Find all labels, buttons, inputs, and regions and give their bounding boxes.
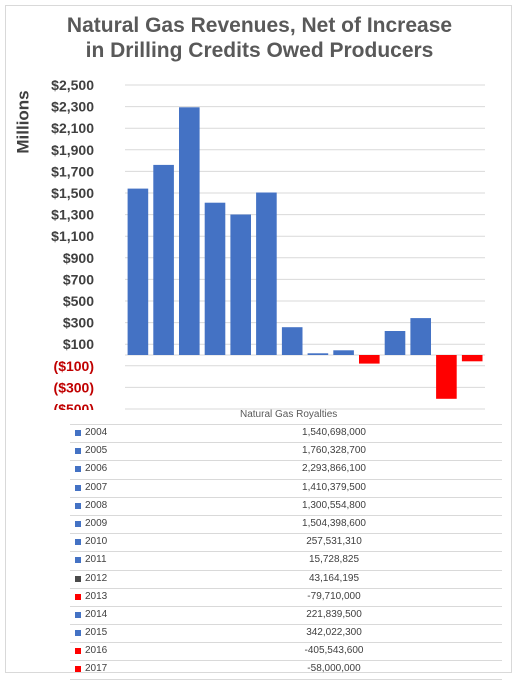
table-row: 2007 1,410,379,500 [70,478,502,497]
table-title: Natural Gas Royalties [240,409,338,420]
table-value: -405,543,600 [304,645,364,657]
table-value: 342,022,300 [306,627,362,639]
table-value: -58,000,000 [307,663,361,675]
table-value: 1,540,698,000 [302,427,366,438]
table-year: 2004 [85,427,108,438]
table-year: 2009 [85,517,108,529]
table-value: 1,760,328,700 [302,445,366,457]
table-year: 2016 [85,645,108,657]
legend-swatch [75,466,81,473]
legend-swatch [75,611,81,618]
table-year: 2012 [85,572,108,584]
legend-swatch [75,630,81,637]
legend-swatch [75,502,81,509]
table-year: 2013 [85,590,108,602]
bar-2010 [281,327,303,355]
table-row: 2015 342,022,300 [70,624,502,642]
table-year: 2015 [85,627,108,639]
legend-swatch [75,448,81,455]
table-year: 2010 [85,536,108,548]
table-year: 2006 [85,463,108,475]
y-tick-label: $900 [63,250,94,266]
table-year: 2011 [85,554,107,566]
table-value: 257,531,310 [306,536,362,548]
y-tick-label: $500 [63,293,94,309]
table-row: 2005 1,760,328,700 [70,442,502,460]
y-tick-label: $1,900 [51,142,94,158]
legend-swatch [75,430,81,436]
chart-title-line-2: in Drilling Credits Owed Producers [85,39,434,62]
table-value: 43,164,195 [308,572,360,584]
data-table: 2004 1,540,698,000 2005 1,760,328,700 2006 2,… [70,424,502,680]
y-tick-label: $2,300 [51,99,94,115]
table-value: 1,504,398,600 [302,517,366,529]
legend-swatch [75,648,81,655]
table-row: 2013 -79,710,000 [70,587,502,606]
table-value: 1,410,379,500 [302,481,366,493]
table-row: 2004 1,540,698,000 [70,424,502,442]
table-row: 2016 -405,543,600 [70,642,502,660]
legend-swatch [75,539,81,546]
table-row: 2012 43,164,195 [70,569,502,588]
y-tick-label: ($100) [54,358,94,374]
table-value: 1,300,554,800 [302,499,366,511]
bar-2004 [127,188,149,355]
table-value: 15,728,825 [308,554,360,566]
bar-2008 [230,214,251,355]
y-tick-label: ($300) [54,379,94,395]
table-value: 2,293,866,100 [302,463,366,475]
bar-2009 [256,192,277,355]
chart-title-line-1: Natural Gas Revenues, Net of Increase [66,14,453,37]
y-tick-label: $2,100 [51,120,94,136]
legend-swatch [75,666,81,673]
bar-2011 [307,353,329,355]
table-row: 2014 221,839,500 [70,605,502,624]
y-tick-label: $300 [63,315,94,331]
table-year: 2008 [85,499,108,511]
table-row: 2017 -58,000,000 [70,660,502,680]
table-row: 2010 257,531,310 [70,533,502,551]
legend-swatch [75,593,81,600]
bar-2012 [333,350,354,355]
legend-swatch [75,575,81,582]
legend-swatch [75,484,81,491]
chart-title: Natural Gas Revenues, Net of Increase in… [0,13,519,63]
bar-2006 [179,107,200,355]
legend-swatch [75,520,81,527]
bar-2013 [359,355,380,364]
bar-2015 [410,318,431,355]
table-year: 2014 [85,608,108,620]
table-value: -79,710,000 [307,590,361,602]
y-tick-label: $100 [63,336,94,352]
y-tick-label: $1,500 [51,185,94,201]
legend-swatch [75,557,81,564]
table-row: 2008 1,300,554,800 [70,496,502,515]
table-row: 2011 15,728,825 [70,551,502,569]
table-year: 2007 [85,481,108,493]
bar-2005 [153,164,174,355]
y-tick-label: $700 [63,271,94,287]
y-tick-label: $1,700 [51,163,94,179]
y-tick-label: $1,100 [51,228,94,244]
table-year: 2017 [85,663,108,675]
bar-2007 [204,202,226,355]
y-tick-label: $1,300 [51,207,94,223]
bar-chart: ($500) ($300) ($100) $100 $300 $500 $700 $900 $1… [51,77,485,410]
table-row: 2009 1,504,398,600 [70,514,502,533]
bar-2017 [461,355,483,362]
table-row: 2006 2,293,866,100 [70,460,502,478]
table-value: 221,839,500 [306,608,362,620]
y-tick-label: $2,500 [51,77,94,93]
y-tick-label: ($500) [54,401,94,410]
bar-2016 [436,355,457,399]
bar-2014 [384,331,406,355]
table-year: 2005 [85,445,108,457]
